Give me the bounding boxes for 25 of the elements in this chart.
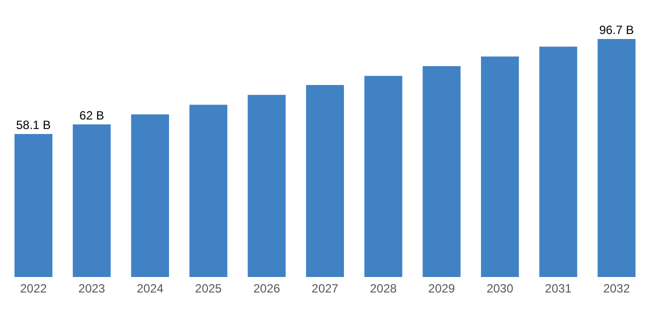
x-tick-label: 2023 [78, 282, 106, 296]
bar [598, 39, 636, 277]
bar [72, 124, 111, 277]
x-tick-label: 2028 [370, 282, 397, 296]
data-label: 58.1 B [16, 118, 51, 132]
x-tick-label: 2024 [136, 282, 164, 296]
bar [306, 85, 344, 277]
x-tick-label: 2026 [253, 282, 280, 296]
bar [364, 76, 402, 277]
x-tick-label: 2027 [312, 282, 339, 296]
x-tick-label: 2025 [195, 282, 222, 296]
bar [539, 46, 578, 277]
data-label: 62 B [79, 108, 104, 122]
bar [248, 94, 286, 277]
x-tick-label: 2032 [603, 282, 630, 296]
data-label: 96.7 B [599, 23, 634, 37]
bar [189, 104, 228, 277]
bar [480, 56, 519, 277]
x-tick-label: 2031 [544, 282, 572, 296]
bar [422, 66, 461, 277]
x-tick-label: 2030 [486, 282, 514, 296]
bar [14, 134, 52, 277]
x-tick-label: 2029 [428, 282, 456, 296]
bar [131, 114, 170, 277]
x-tick-label: 2022 [20, 282, 48, 296]
